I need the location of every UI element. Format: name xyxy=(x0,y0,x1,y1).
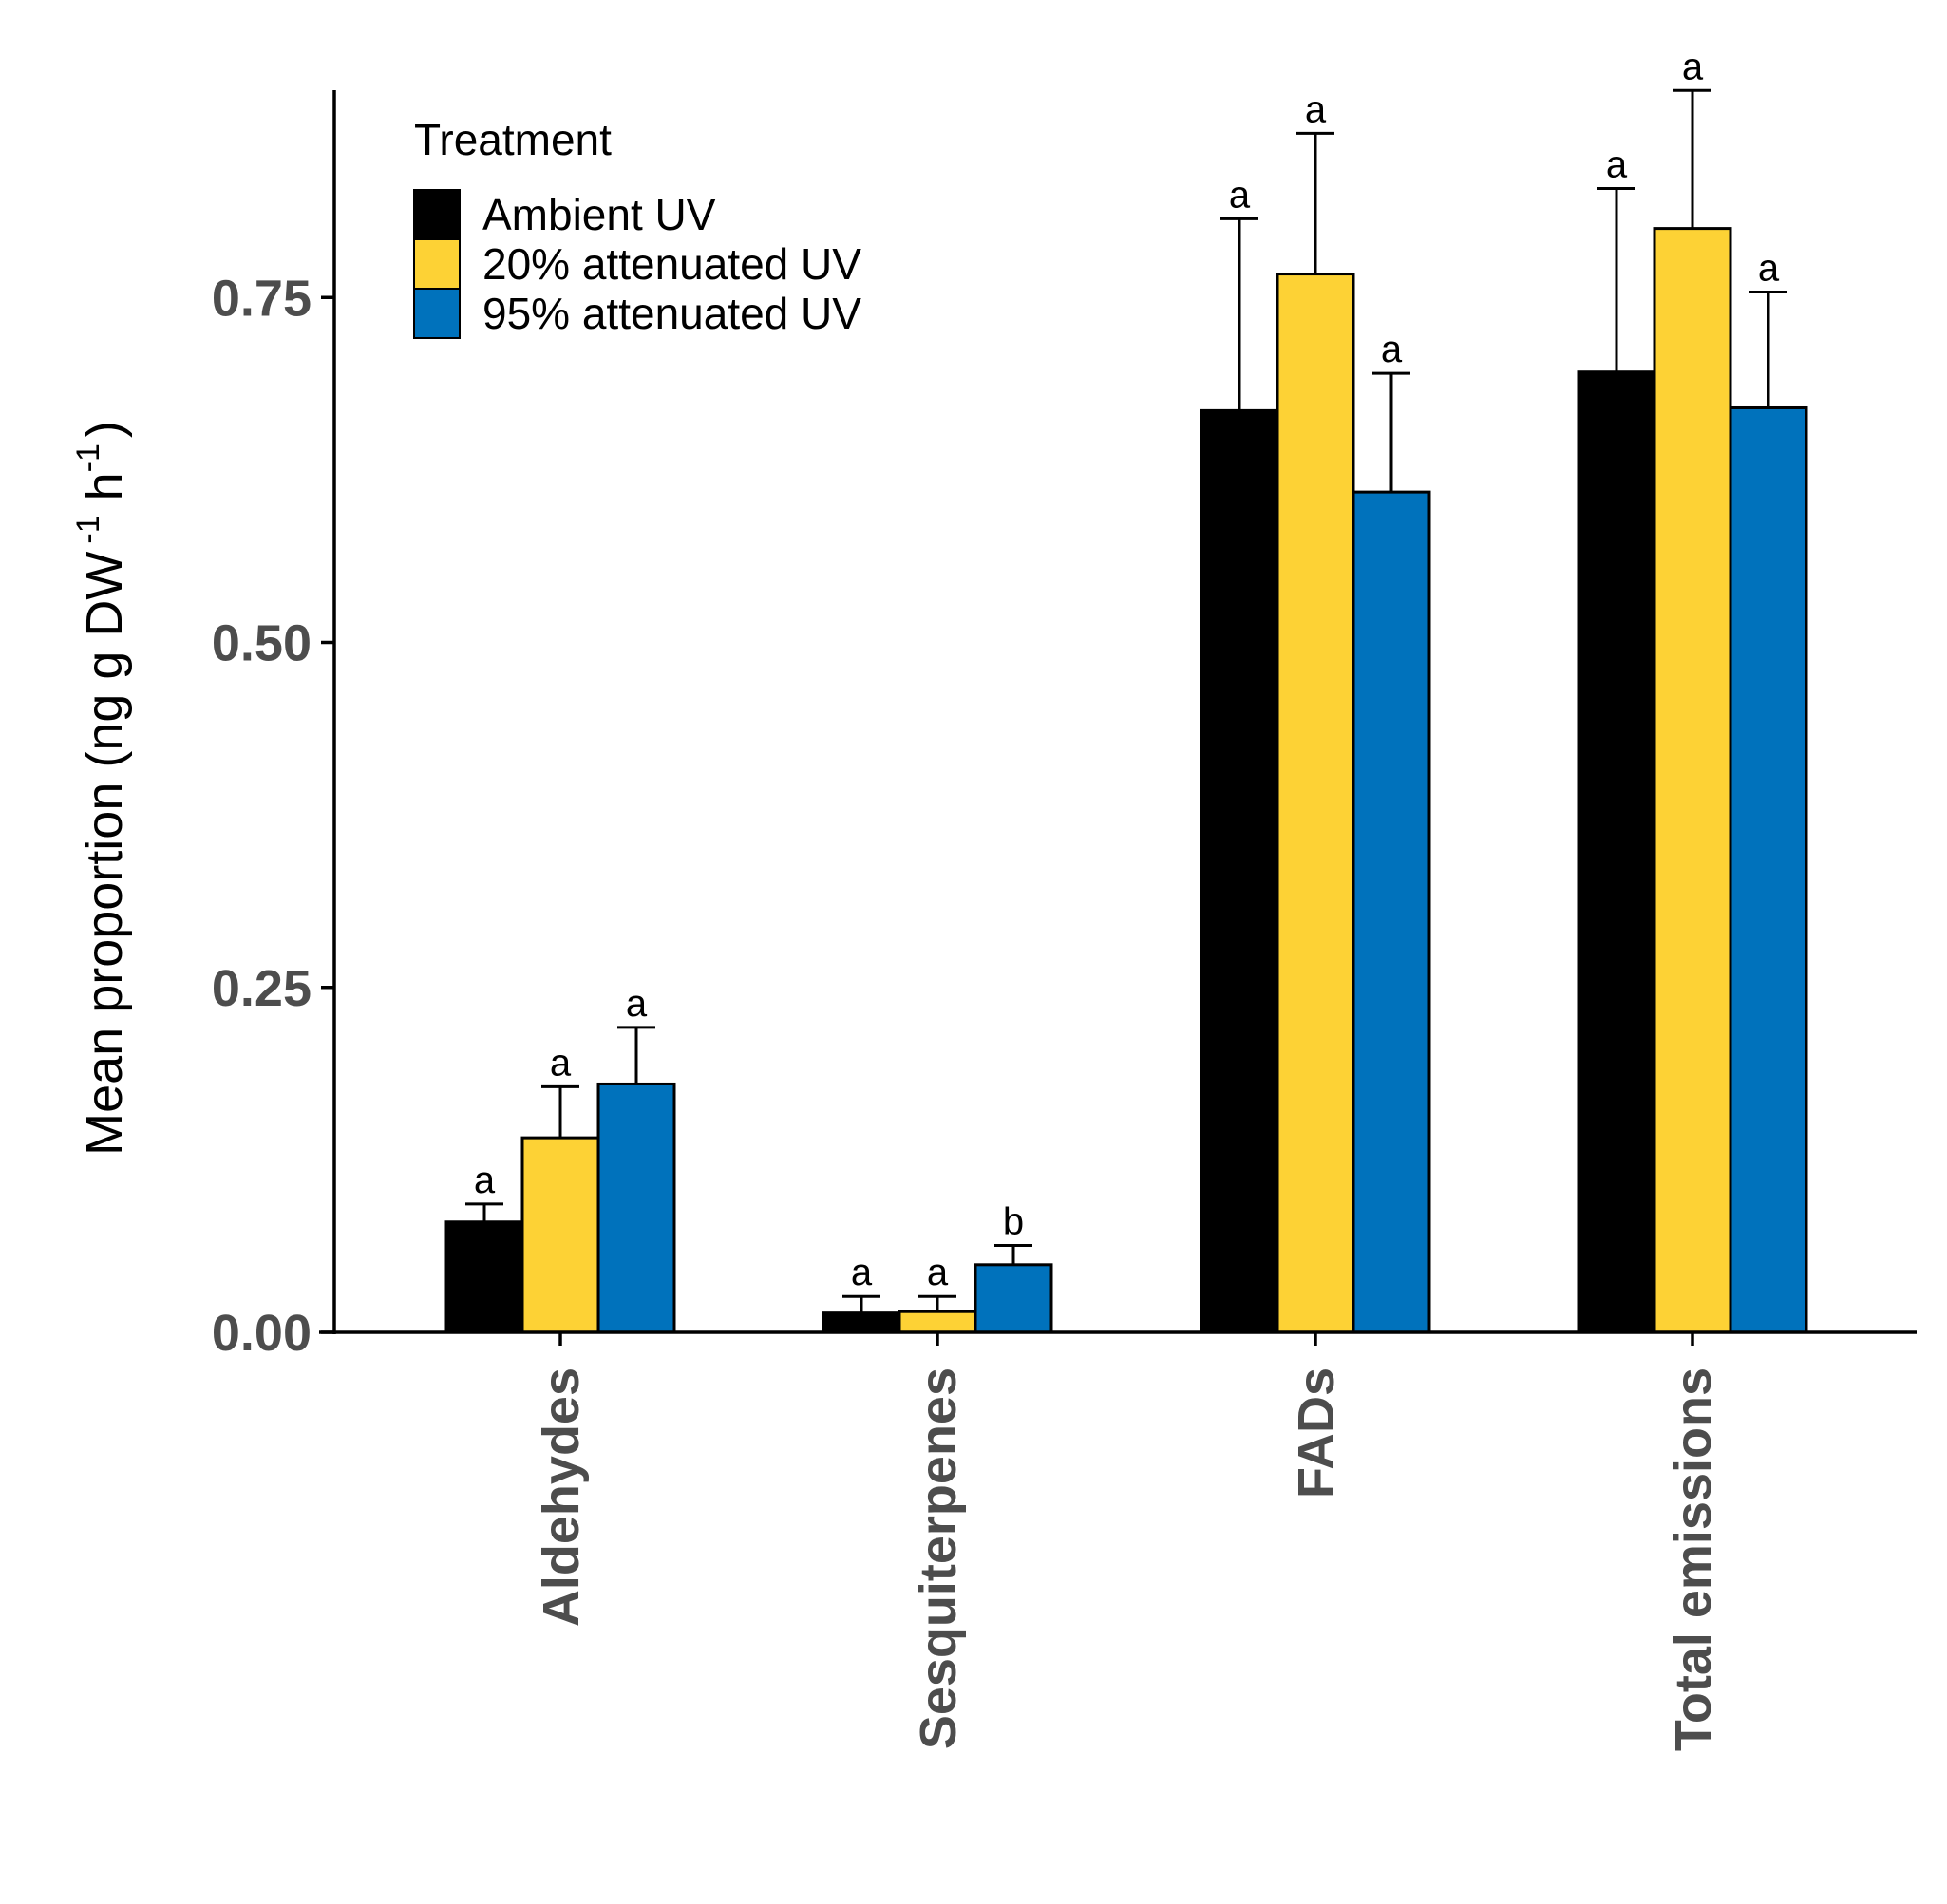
y-tick-label: 0.50 xyxy=(212,615,312,672)
legend-label: 20% attenuated UV xyxy=(482,239,861,289)
sig-letter: a xyxy=(927,1252,949,1293)
sig-letter: a xyxy=(1606,143,1628,185)
x-category-label: Sesquiterpenes xyxy=(910,1367,967,1749)
error-bar xyxy=(1597,186,1635,372)
bar-fads-series-2 xyxy=(1276,273,1355,1334)
error-bar xyxy=(1673,88,1711,229)
y-axis-title: Mean proportion (ng g DW -1 h-1) xyxy=(70,421,133,1156)
sig-letter: b xyxy=(1003,1200,1024,1242)
error-bar xyxy=(541,1084,579,1139)
bar-total-emissions-series-1 xyxy=(1577,370,1656,1334)
x-category-label: Total emissions xyxy=(1665,1367,1722,1751)
y-axis-title-sup2: -1 xyxy=(70,443,106,472)
x-category-label: FADs xyxy=(1288,1367,1345,1499)
sig-letter: a xyxy=(851,1252,873,1293)
bar-fads-series-1 xyxy=(1200,408,1279,1334)
sig-letter: a xyxy=(626,983,648,1025)
sig-letter: a xyxy=(474,1159,496,1201)
y-axis-title-h: h xyxy=(76,472,133,515)
sig-letter: a xyxy=(1758,247,1780,289)
error-bar xyxy=(617,1026,655,1084)
sig-letter: a xyxy=(550,1042,572,1084)
bar-fads-series-3 xyxy=(1352,490,1431,1334)
legend-key xyxy=(413,238,461,290)
y-tick-label: 0.00 xyxy=(212,1305,312,1362)
sig-letter: a xyxy=(1682,46,1704,87)
bar-sesquiterpenes-series-1 xyxy=(822,1311,901,1334)
bar-sesquiterpenes-series-2 xyxy=(898,1310,977,1334)
sig-letter: a xyxy=(1381,329,1403,370)
error-bar xyxy=(1296,131,1334,274)
x-category-label: Aldehydes xyxy=(533,1367,590,1627)
bar-total-emissions-series-2 xyxy=(1653,227,1732,1334)
bar-aldehydes-series-1 xyxy=(444,1220,524,1334)
sig-letter: a xyxy=(1229,174,1251,216)
error-bar xyxy=(1372,371,1410,493)
error-bar xyxy=(1749,290,1787,408)
bar-sesquiterpenes-series-3 xyxy=(974,1263,1053,1334)
legend-item: Ambient UV xyxy=(413,189,716,240)
legend-item: 95% attenuated UV xyxy=(413,288,861,339)
error-bar xyxy=(842,1294,880,1313)
legend-key xyxy=(413,288,461,339)
legend-key xyxy=(413,189,461,240)
bar-total-emissions-series-3 xyxy=(1729,405,1808,1334)
bar-aldehydes-series-3 xyxy=(596,1082,676,1334)
legend-title: Treatment xyxy=(414,115,612,164)
error-bar xyxy=(465,1202,503,1222)
bar-aldehydes-series-2 xyxy=(520,1136,600,1334)
y-tick-label: 0.75 xyxy=(212,270,312,327)
sig-letter: a xyxy=(1305,88,1327,130)
y-axis-title-main: Mean proportion (ng g DW xyxy=(76,552,133,1156)
error-bar xyxy=(994,1243,1032,1265)
legend-item: 20% attenuated UV xyxy=(413,238,861,290)
error-bar xyxy=(1220,217,1258,411)
y-axis-title-close: ) xyxy=(76,421,133,438)
legend-label: Ambient UV xyxy=(482,190,716,239)
y-tick-label: 0.25 xyxy=(212,960,312,1017)
error-bar xyxy=(918,1294,956,1312)
y-axis-title-sup1: -1 xyxy=(70,515,106,543)
legend-label: 95% attenuated UV xyxy=(482,289,861,338)
